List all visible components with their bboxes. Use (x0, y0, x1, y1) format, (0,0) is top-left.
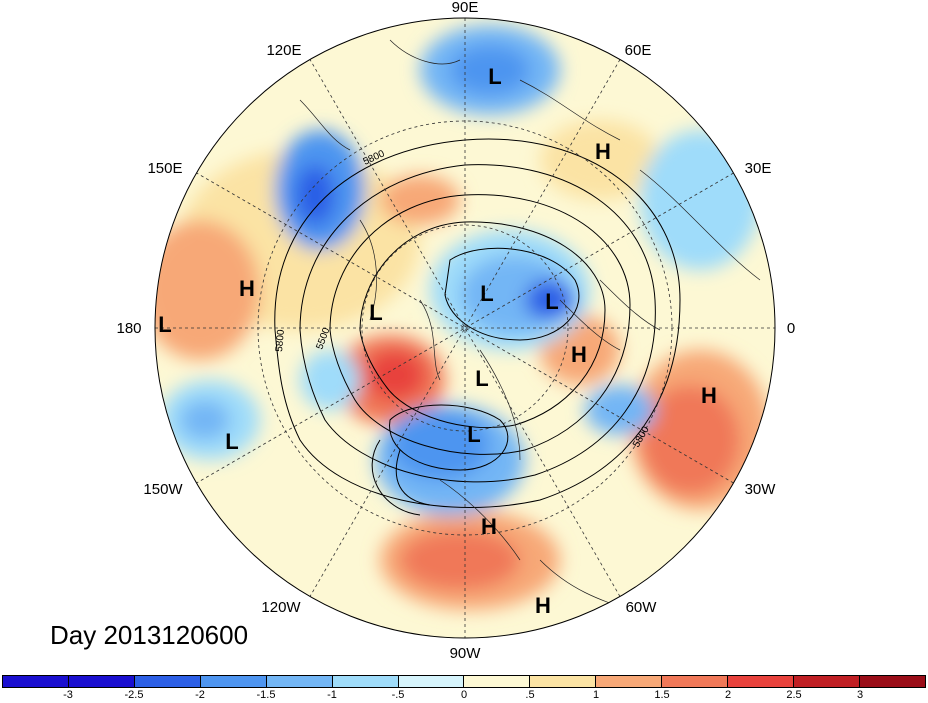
lon-label: 30W (745, 481, 777, 498)
colorbar-cell (68, 676, 135, 687)
high-pressure-label: H (239, 276, 255, 301)
lon-label: 90W (450, 645, 482, 662)
high-pressure-label: H (701, 383, 717, 408)
low-pressure-label: L (158, 312, 171, 337)
colorbar-cell (662, 676, 729, 687)
colorbar-tick-label: -2 (195, 689, 205, 701)
date-label: Day 2013120600 (50, 620, 249, 650)
low-pressure-label: L (488, 64, 501, 89)
colorbar-tick-label: 2.5 (786, 689, 802, 701)
colorbar-cell (530, 676, 597, 687)
lon-label: 180 (116, 320, 141, 337)
colorbar-cell (464, 676, 531, 687)
high-pressure-label: H (481, 514, 497, 539)
lon-label: 60E (625, 42, 652, 59)
lon-label: 30E (745, 160, 772, 177)
height-contours (274, 138, 681, 516)
colorbar-cell (859, 676, 925, 687)
colorbar (2, 675, 926, 688)
colorbar-tick-label: -1.5 (256, 689, 276, 701)
pressure-systems: L H H L L L L H L H L L H H (158, 64, 717, 618)
colorbar-tick-label: .5 (525, 689, 535, 701)
map-boundary (154, 17, 776, 639)
lon-label: 90E (452, 0, 479, 16)
longitude-labels: 90E 60E 30E 0 30W 60W 90W 120W 150W 180 … (116, 0, 795, 662)
colorbar-tick-label: 3 (856, 689, 864, 701)
colorbar-cell (3, 676, 69, 687)
low-pressure-label: L (475, 366, 488, 391)
contour-label: 5800 (274, 329, 287, 353)
colorbar-cell (398, 676, 465, 687)
coastlines (299, 39, 761, 611)
lon-label: 0 (787, 320, 795, 337)
colorbar-tick-label: -.5 (391, 689, 405, 701)
lon-label: 120E (266, 42, 301, 59)
lon-label: 120W (261, 599, 301, 616)
lon-label: 150E (147, 160, 182, 177)
lon-label: 150W (143, 481, 183, 498)
lon-label: 60W (626, 599, 658, 616)
colorbar-tick-label: 1.5 (654, 689, 670, 701)
colorbar-cell (200, 676, 267, 687)
colorbar-ticks: -3 -2.5 -2 -1.5 -1 -.5 0 .5 1 1.5 2 2.5 3 (2, 689, 926, 703)
colorbar-cell (728, 676, 795, 687)
colorbar-tick-label: 0 (460, 689, 468, 701)
low-pressure-label: L (480, 281, 493, 306)
high-pressure-label: H (535, 593, 551, 618)
low-pressure-label: L (545, 289, 558, 314)
high-pressure-label: H (571, 342, 587, 367)
colorbar-tick-label: 1 (592, 689, 600, 701)
graticule (155, 18, 775, 638)
low-pressure-label: L (467, 422, 480, 447)
colorbar-cell (266, 676, 333, 687)
colorbar-cell (794, 676, 860, 687)
colorbar-tick-label: -1 (327, 689, 337, 701)
colorbar-cell (332, 676, 399, 687)
colorbar-cell (596, 676, 663, 687)
high-pressure-label: H (595, 139, 611, 164)
low-pressure-label: L (369, 300, 382, 325)
colorbar-cell (134, 676, 201, 687)
anomaly-shading (155, 18, 775, 638)
polar-map: 90E 60E 30E 0 30W 60W 90W 120W 150W 180 … (116, 0, 795, 662)
colorbar-tick-label: -3 (63, 689, 73, 701)
low-pressure-label: L (225, 429, 238, 454)
colorbar-tick-label: -2.5 (124, 689, 144, 701)
colorbar-tick-label: 2 (724, 689, 732, 701)
